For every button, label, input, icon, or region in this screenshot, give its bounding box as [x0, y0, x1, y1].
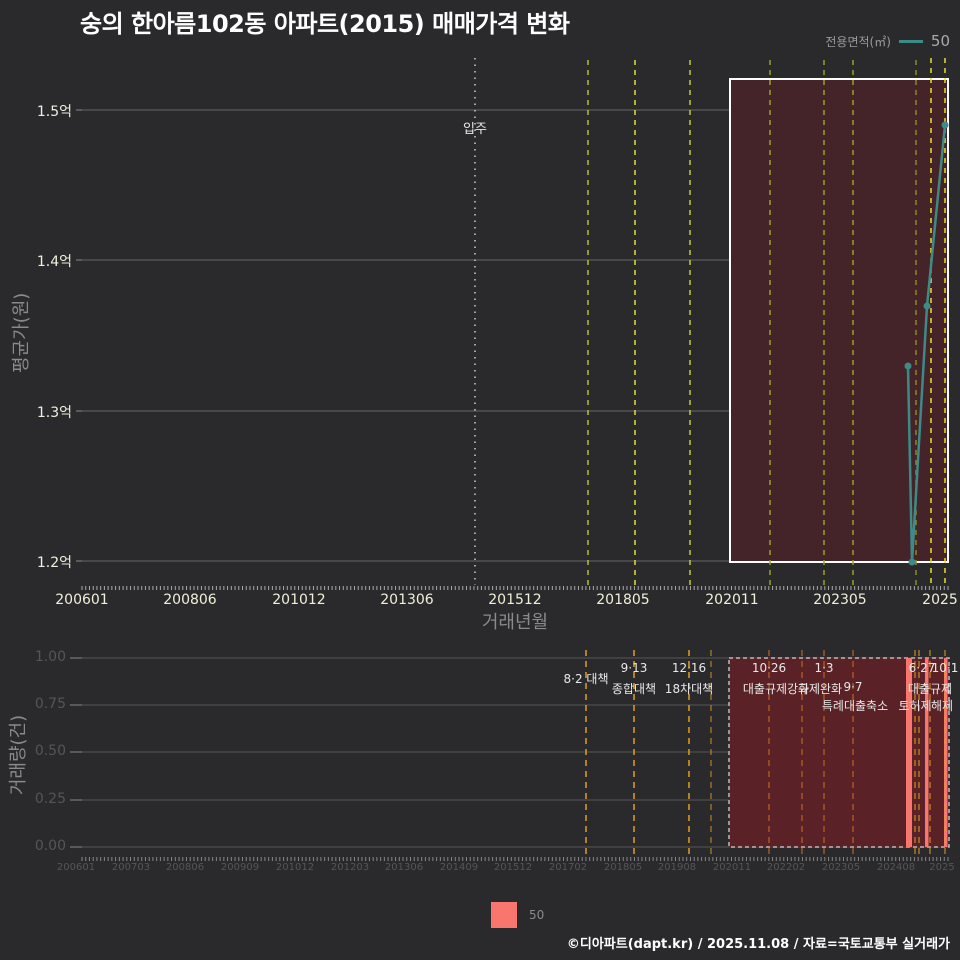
xtick-label: 202305	[821, 862, 861, 873]
footer-credit: ©디아파트(dapt.kr) / 2025.11.08 / 자료=국토교통부 실…	[566, 937, 950, 952]
xtick-label: 201306	[380, 592, 434, 608]
policy-date: 12·16	[671, 661, 707, 675]
policy-date: 9·7	[843, 680, 863, 694]
xtick-label: 201409	[439, 862, 479, 873]
legend-swatch-icon	[491, 902, 517, 928]
legend-title: 전용면적(㎡)	[825, 34, 891, 49]
policy-date: 10·1	[931, 661, 959, 675]
xtick-label: 202408	[876, 862, 916, 873]
y-axis-title: 평균가(원)	[11, 292, 32, 373]
xtick-label: 201306	[384, 862, 424, 873]
ytick-label: 1.3억	[36, 405, 72, 421]
chart-title: 숭의 한아름102동 아파트(2015) 매매가격 변화	[80, 10, 570, 38]
xtick-label: 200601	[56, 862, 96, 873]
xtick-label: 201012	[275, 862, 315, 873]
ytick-label: 1.00	[34, 649, 66, 665]
policy-label: 규제완화	[797, 682, 843, 696]
y-axis-title-volume: 거래량(건)	[8, 714, 29, 796]
policy-label: 토허제	[898, 699, 932, 713]
policy-label: 해제	[930, 699, 954, 713]
xtick-label: 201702	[548, 862, 588, 873]
policy-date: 6·27	[908, 661, 936, 675]
ytick-label: 1.5억	[36, 104, 72, 120]
ytick-label: 1.4억	[36, 254, 72, 270]
highlight-region	[728, 657, 950, 848]
ytick-label: 1.2억	[36, 555, 72, 571]
ytick-label: 0.25	[34, 791, 66, 807]
ytick-label: 0.00	[34, 838, 66, 854]
xtick-label: 201512	[493, 862, 533, 873]
policy-label: 대출규제강화	[742, 682, 810, 696]
legend-bottom: 50	[491, 902, 544, 928]
xtick-label: 202011	[712, 862, 752, 873]
xtick-label: 201805	[603, 862, 643, 873]
xtick-label: 200601	[55, 592, 109, 608]
xtick-label: 200806	[163, 592, 217, 608]
policy-date: 1·3	[814, 661, 834, 675]
xtick-label: 202202	[766, 862, 806, 873]
xtick-label: 202011	[705, 592, 759, 608]
xtick-label: 200806	[165, 862, 205, 873]
xtick-label: 201805	[596, 592, 650, 608]
price-chart	[76, 58, 949, 590]
xtick-label: 2025	[929, 862, 955, 873]
legend-value: 50	[930, 32, 950, 50]
legend-value: 50	[529, 908, 545, 922]
policy-label: 특례대출축소	[821, 699, 889, 713]
occupancy-label: 입주	[463, 122, 487, 137]
policy-label: 대출규제	[907, 682, 953, 696]
volume-bars	[906, 658, 948, 847]
ytick-label: 0.50	[34, 743, 66, 759]
policy-label: 8·2 대책	[563, 672, 609, 686]
xtick-label: 201012	[272, 592, 326, 608]
policy-label: 종합대책	[611, 682, 657, 696]
policy-date: 10·26	[751, 661, 787, 675]
xtick-label: 200909	[220, 862, 260, 873]
policy-date: 9·13	[620, 661, 648, 675]
xtick-label: 200703	[111, 862, 151, 873]
x-axis-title: 거래년월	[481, 612, 549, 633]
xtick-label: 201512	[488, 592, 542, 608]
highlight-region	[729, 78, 949, 563]
volume-chart	[70, 650, 950, 861]
policy-label: 18차대책	[664, 682, 714, 696]
legend-line-icon	[898, 39, 923, 43]
xtick-label: 2025	[922, 592, 958, 608]
xtick-label: 201908	[657, 862, 697, 873]
price-line	[906, 124, 947, 563]
xtick-label: 202305	[813, 592, 867, 608]
ytick-label: 0.75	[34, 696, 66, 712]
legend-top: 전용면적(㎡) 50	[825, 32, 950, 50]
xtick-label: 201203	[330, 862, 370, 873]
